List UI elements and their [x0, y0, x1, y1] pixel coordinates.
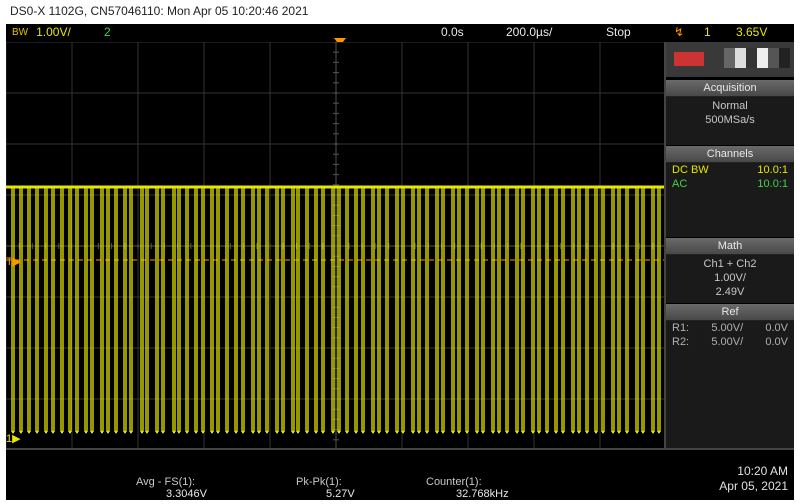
meas-pkpk-value: 5.27V	[296, 488, 355, 500]
waveform-svg	[6, 42, 666, 450]
trigger-edge-icon: ↯	[674, 25, 684, 39]
clock: 10:20 AM Apr 05, 2021	[719, 464, 788, 494]
ref1-offset: 0.0V	[765, 321, 788, 335]
acquisition-body: Normal 500MSa/s	[666, 97, 794, 131]
channels-header[interactable]: Channels	[666, 145, 794, 163]
ch2-row: AC 10.0:1	[666, 177, 794, 191]
measurement-bar: Avg - FS(1): 3.3046V Pk-Pk(1): 5.27V Cou…	[6, 448, 794, 500]
math-scale: 1.00V/	[672, 271, 788, 285]
ch1-probe-ratio: 10.0:1	[757, 163, 788, 177]
ch2-coupling: AC	[672, 177, 687, 191]
ref2-scale: 5.00V/	[711, 335, 743, 349]
meas-pkpk: Pk-Pk(1): 5.27V	[296, 476, 355, 500]
brand-pixels	[724, 48, 790, 68]
clock-time: 10:20 AM	[719, 464, 788, 479]
meas-counter: Counter(1): 32.768kHz	[426, 476, 509, 500]
meas-pkpk-label: Pk-Pk(1):	[296, 476, 355, 488]
math-body: Ch1 + Ch2 1.00V/ 2.49V	[666, 255, 794, 303]
brand-logo-area	[666, 42, 794, 79]
ch1-row: DC BW 10.0:1	[666, 163, 794, 177]
acquisition-header[interactable]: Acquisition	[666, 79, 794, 97]
ch2-probe-ratio: 10.0:1	[757, 177, 788, 191]
info-sidebar: Acquisition Normal 500MSa/s Channels DC …	[664, 42, 794, 450]
brand-logo	[674, 52, 704, 66]
trigger-level-marker: T▶	[6, 257, 21, 267]
ch1-scale: 1.00V/	[36, 25, 71, 39]
math-expr: Ch1 + Ch2	[672, 257, 788, 271]
delay-value: 0.0s	[441, 25, 464, 39]
acq-rate: 500MSa/s	[672, 113, 788, 127]
math-offset: 2.49V	[672, 285, 788, 299]
run-mode: Stop	[606, 25, 631, 39]
acq-mode: Normal	[672, 99, 788, 113]
device-header: DS0-X 1102G, CN57046110: Mon Apr 05 10:2…	[10, 4, 308, 18]
ref-header[interactable]: Ref	[666, 303, 794, 321]
math-header[interactable]: Math	[666, 237, 794, 255]
meas-avg-label: Avg - FS(1):	[136, 476, 207, 488]
trigger-source: 1	[704, 25, 711, 39]
meas-counter-value: 32.768kHz	[426, 488, 509, 500]
ref1-row: R1: 5.00V/ 0.0V	[666, 321, 794, 335]
meas-avg-value: 3.3046V	[136, 488, 207, 500]
ref2-row: R2: 5.00V/ 0.0V	[666, 335, 794, 349]
ref2-offset: 0.0V	[765, 335, 788, 349]
ref1-scale: 5.00V/	[711, 321, 743, 335]
ref2-label: R2:	[672, 335, 689, 349]
waveform-plot[interactable]: T▶ 1▶ ⏚	[6, 42, 666, 450]
status-bar: BW 1.00V/ 2 0.0s 200.0µs/ Stop ↯ 1 3.65V	[6, 24, 794, 42]
ch1-ground-marker: 1▶	[6, 434, 21, 444]
meas-counter-label: Counter(1):	[426, 476, 509, 488]
ch2-indicator: 2	[104, 25, 111, 39]
ref1-label: R1:	[672, 321, 689, 335]
meas-avg: Avg - FS(1): 3.3046V	[136, 476, 207, 500]
clock-date: Apr 05, 2021	[719, 479, 788, 494]
trigger-level: 3.65V	[736, 25, 767, 39]
timebase-value: 200.0µs/	[506, 25, 552, 39]
oscilloscope-screen: BW 1.00V/ 2 0.0s 200.0µs/ Stop ↯ 1 3.65V…	[6, 24, 794, 500]
ch1-coupling: DC BW	[672, 163, 709, 177]
bw-indicator: BW	[12, 27, 28, 38]
